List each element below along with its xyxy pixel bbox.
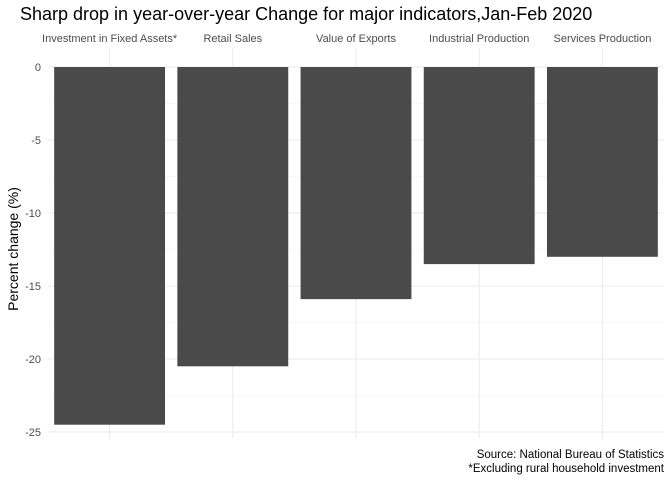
y-axis-tick-labels: 0 -5 -10 -15 -20 -25 [25, 62, 41, 439]
x-axis-category-labels: Investment in Fixed Assets* Retail Sales V… [42, 33, 651, 45]
bars [54, 67, 658, 425]
bar [54, 67, 166, 425]
footnote-caption: *Excluding rural household investment [468, 463, 664, 475]
y-tick-label: 0 [35, 62, 41, 74]
y-tick-label: -15 [25, 281, 41, 293]
bar [177, 67, 289, 367]
chart-title: Sharp drop in year-over-year Change for … [20, 4, 592, 24]
y-tick-label: -10 [25, 208, 41, 220]
bar [423, 67, 535, 265]
y-axis-label: Percent change (%) [5, 187, 21, 311]
source-caption: Source: National Bureau of Statistics [477, 449, 665, 461]
y-tick-label: -25 [25, 427, 41, 439]
x-category-label: Investment in Fixed Assets* [42, 33, 178, 45]
x-category-label: Services Production [553, 33, 651, 45]
bar [300, 67, 412, 300]
x-category-label: Value of Exports [316, 33, 396, 45]
x-category-label: Retail Sales [203, 33, 262, 45]
y-tick-label: -5 [31, 135, 41, 147]
bar [546, 67, 658, 257]
y-tick-label: -20 [25, 354, 41, 366]
x-category-label: Industrial Production [429, 33, 529, 45]
